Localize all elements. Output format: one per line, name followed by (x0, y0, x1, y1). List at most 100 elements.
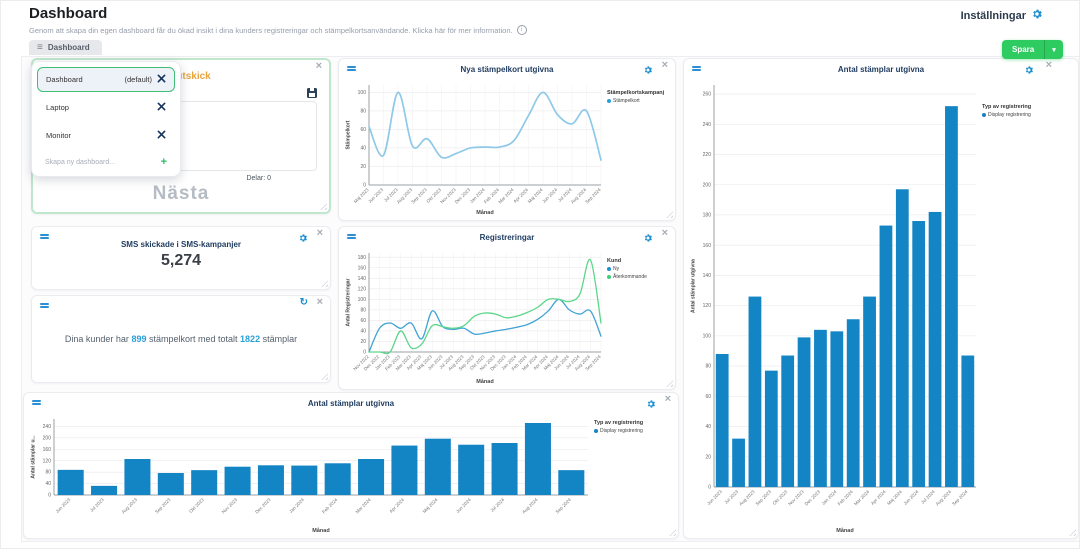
legend-label: Ny (613, 266, 620, 272)
save-button[interactable]: Spara ▾ (1002, 40, 1063, 59)
gear-icon[interactable] (1024, 62, 1034, 80)
create-dashboard-placeholder: Skapa ny dashboard... (45, 158, 116, 166)
legend-title: Typ av registrering (594, 420, 644, 426)
chevron-down-icon[interactable]: ▾ (1052, 46, 1056, 54)
chart-title: Antal stämplar utgivna (307, 399, 395, 408)
legend-item[interactable]: Display registrering (982, 112, 1074, 118)
svg-text:160: 160 (703, 243, 712, 249)
svg-text:Aug 2023: Aug 2023 (121, 497, 139, 515)
refresh-icon[interactable]: ↻ (299, 297, 308, 308)
svg-text:Antal stämplar utgivna: Antal stämplar utgivna (691, 259, 697, 313)
delete-dashboard-icon[interactable] (157, 130, 166, 141)
page-subtitle: Genom att skapa din egen dashboard får d… (29, 25, 513, 35)
menu-item-monitor[interactable]: Monitor (37, 123, 175, 148)
card-chart-nya-stampelkort: × Nya stämpelkort utgivna 0 20 40 60 80 100 Ma… (338, 58, 676, 221)
drag-handle-icon[interactable] (692, 66, 701, 72)
svg-text:Jun 2024: Jun 2024 (902, 489, 919, 506)
svg-text:Jun 2024: Jun 2024 (455, 497, 472, 514)
plus-icon[interactable]: + (160, 156, 167, 168)
settings-label: Inställningar (960, 9, 1026, 22)
save-button-label[interactable]: Spara (1012, 45, 1035, 54)
close-icon[interactable]: × (661, 59, 668, 71)
close-icon[interactable]: × (1045, 59, 1052, 71)
svg-text:20: 20 (705, 454, 711, 460)
gear-icon[interactable] (643, 230, 653, 248)
legend-item[interactable]: Ny (607, 266, 671, 272)
svg-text:240: 240 (703, 122, 712, 128)
close-icon[interactable]: × (316, 296, 323, 308)
drag-handle-icon[interactable] (347, 234, 356, 240)
delete-dashboard-icon[interactable] (157, 74, 166, 85)
close-icon[interactable]: × (661, 227, 668, 239)
svg-text:Jan 2024: Jan 2024 (288, 497, 305, 514)
svg-text:140: 140 (358, 276, 367, 282)
delete-dashboard-icon[interactable] (157, 102, 166, 113)
next-button[interactable]: Nästa (33, 182, 329, 206)
resize-handle[interactable] (320, 203, 327, 210)
svg-text:Månad: Månad (312, 527, 329, 534)
save-disk-icon[interactable] (307, 88, 317, 98)
legend-item[interactable]: Display registrering (594, 428, 674, 434)
legend-item[interactable]: Stämpelkort (607, 98, 671, 104)
drag-handle-icon[interactable] (32, 400, 41, 406)
svg-text:Sep 2024: Sep 2024 (951, 489, 969, 507)
svg-text:40: 40 (705, 424, 711, 430)
create-dashboard-row[interactable]: Skapa ny dashboard... + (37, 151, 175, 171)
legend-item[interactable]: Återkommande (607, 274, 671, 280)
svg-text:20: 20 (360, 164, 366, 170)
svg-text:200: 200 (703, 182, 712, 188)
legend-title: Kund (607, 258, 622, 264)
svg-text:Aug 2024: Aug 2024 (521, 497, 539, 515)
svg-text:100: 100 (358, 297, 367, 303)
svg-text:Apr 2024: Apr 2024 (870, 489, 887, 506)
resize-handle[interactable] (1069, 529, 1076, 536)
page-subtitle-row: Genom att skapa din egen dashboard får d… (29, 25, 527, 35)
svg-text:Maj 2024: Maj 2024 (886, 489, 903, 506)
resize-handle[interactable] (669, 529, 676, 536)
tab-dashboard[interactable]: ≡ Dashboard (29, 40, 102, 55)
svg-text:60: 60 (360, 318, 366, 324)
svg-text:Nov 2023: Nov 2023 (221, 497, 239, 515)
legend-label: Display registrering (988, 112, 1031, 118)
settings-button[interactable]: Inställningar (961, 8, 1043, 23)
hamburger-icon: ≡ (37, 41, 43, 53)
kpi-title: SMS skickade i SMS-kampanjer (120, 240, 242, 249)
svg-text:Feb 2024: Feb 2024 (321, 497, 339, 515)
card-chart-antal-stamplar-wide: × Antal stämplar utgivna 0 40 80 120 160 200 2… (23, 392, 679, 539)
gear-icon[interactable] (643, 62, 653, 80)
chart-title: Nya stämpelkort utgivna (460, 65, 554, 74)
svg-text:Jul 2023: Jul 2023 (723, 489, 739, 505)
gear-icon[interactable] (646, 396, 656, 414)
resize-handle[interactable] (321, 373, 328, 380)
legend-title: Typ av registrering (982, 104, 1032, 110)
resize-handle[interactable] (666, 380, 673, 387)
svg-text:160: 160 (358, 265, 367, 271)
summary-part: stämplar (262, 334, 298, 344)
close-icon[interactable]: × (315, 60, 322, 72)
menu-item-label: Dashboard (46, 75, 83, 84)
chart-legend: Typ av registrering Display registrering (982, 78, 1074, 535)
gear-icon[interactable] (298, 230, 308, 248)
info-icon[interactable]: i (516, 25, 527, 35)
menu-item-laptop[interactable]: Laptop (37, 95, 175, 120)
resize-handle[interactable] (321, 280, 328, 287)
svg-text:Månad: Månad (476, 209, 493, 216)
svg-text:Jun 2023: Jun 2023 (54, 497, 71, 514)
kpi-value: 5,274 (160, 252, 202, 269)
svg-text:Månad: Månad (476, 378, 493, 385)
line-chart-nya-stampelkort: 0 20 40 60 80 100 Maj 2023 Jun 2023 Jul 2023 Aug … (343, 78, 607, 217)
svg-text:Jul 2024: Jul 2024 (920, 489, 936, 505)
svg-text:80: 80 (705, 364, 711, 370)
drag-handle-icon[interactable] (40, 303, 49, 309)
close-icon[interactable]: × (664, 393, 671, 405)
svg-text:Aug 2023: Aug 2023 (738, 489, 756, 507)
svg-text:Jun 2024: Jun 2024 (541, 187, 558, 204)
drag-handle-icon[interactable] (40, 234, 49, 240)
close-icon[interactable]: × (316, 227, 323, 239)
summary-value-cards: 899 (131, 334, 147, 344)
drag-handle-icon[interactable] (347, 66, 356, 72)
resize-handle[interactable] (666, 211, 673, 218)
svg-text:260: 260 (703, 92, 712, 98)
svg-text:40: 40 (360, 329, 366, 335)
menu-item-dashboard[interactable]: Dashboard (default) (37, 67, 175, 92)
